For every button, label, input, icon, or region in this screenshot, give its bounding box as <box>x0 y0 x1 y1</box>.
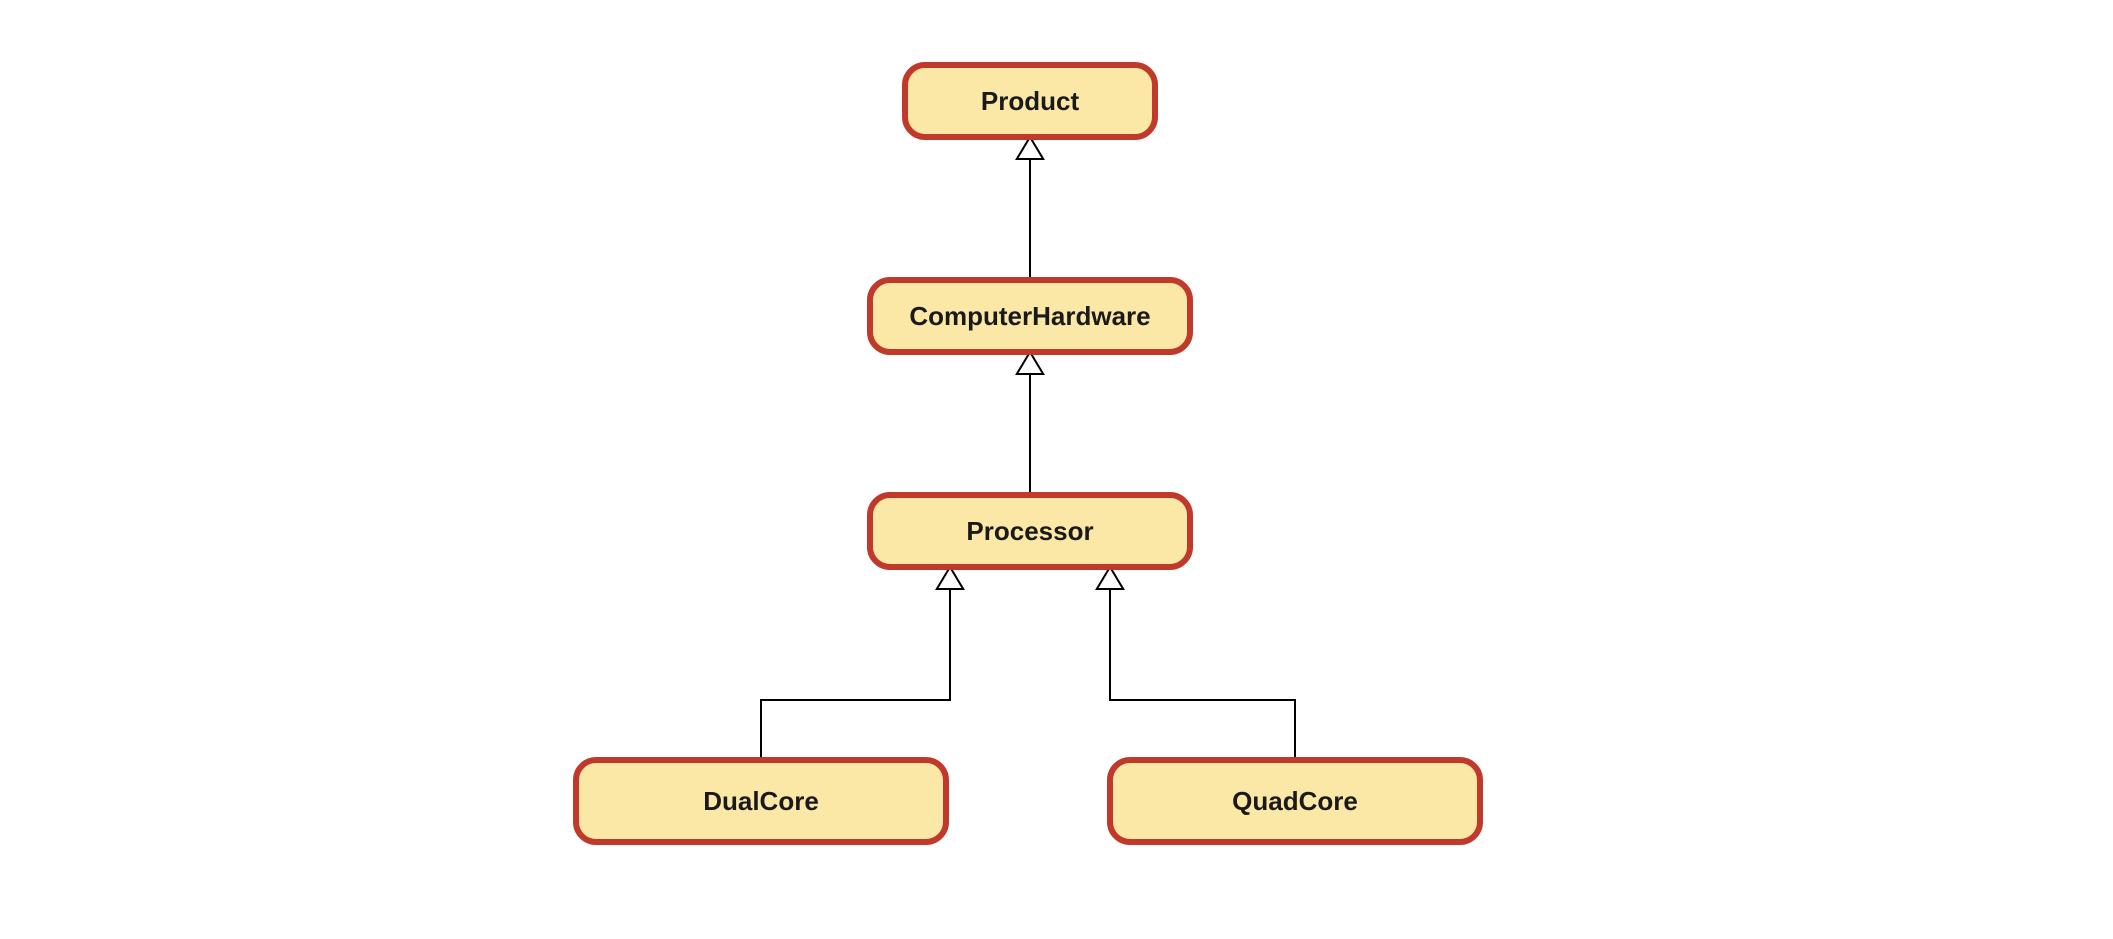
arrowhead-processor-to-computerhardware <box>1017 352 1043 374</box>
node-dualcore: DualCore <box>576 760 946 842</box>
node-label-computerhardware: ComputerHardware <box>909 301 1150 331</box>
arrowhead-quadcore-to-processor <box>1097 567 1123 589</box>
edges-group <box>761 137 1295 760</box>
edge-quadcore-to-processor <box>1110 589 1295 760</box>
nodes-group: Product ComputerHardware Processor DualCore… <box>576 65 1480 842</box>
node-label-dualcore: DualCore <box>703 786 819 816</box>
node-label-processor: Processor <box>966 516 1093 546</box>
edge-dualcore-to-processor <box>761 589 950 760</box>
arrowhead-computerhardware-to-product <box>1017 137 1043 159</box>
node-label-quadcore: QuadCore <box>1232 786 1358 816</box>
arrowhead-dualcore-to-processor <box>937 567 963 589</box>
node-product: Product <box>905 65 1155 137</box>
node-quadcore: QuadCore <box>1110 760 1480 842</box>
class-hierarchy-diagram: Product ComputerHardware Processor DualCore… <box>0 0 2113 939</box>
node-label-product: Product <box>981 86 1080 116</box>
node-computerhardware: ComputerHardware <box>870 280 1190 352</box>
node-processor: Processor <box>870 495 1190 567</box>
